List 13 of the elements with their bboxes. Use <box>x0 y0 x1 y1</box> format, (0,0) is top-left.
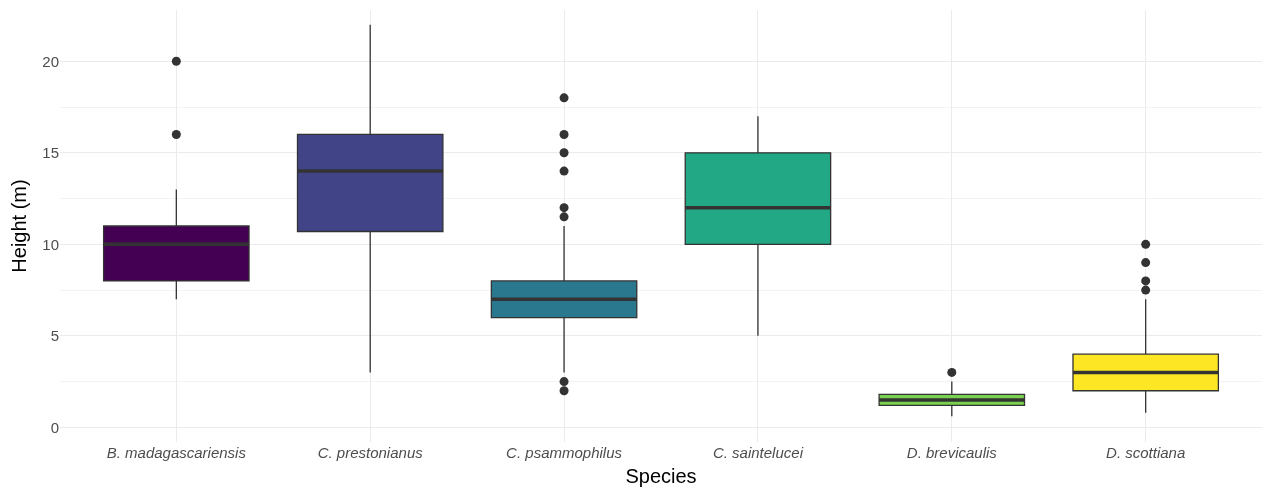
y-tick-label: 10 <box>42 235 59 253</box>
y-tick-label: 15 <box>42 144 59 162</box>
x-tick-label: C. psammophilus <box>506 444 623 461</box>
x-tick-label: C. prestonianus <box>317 444 424 461</box>
x-tick-label: C. saintelucei <box>712 444 804 461</box>
x-tick-label: D. brevicaulis <box>906 444 998 461</box>
x-tick-label: D. scottiana <box>1106 444 1186 461</box>
y-tick-label: 0 <box>50 418 59 436</box>
y-axis-title: Height (m) <box>7 179 30 273</box>
y-tick-label: 5 <box>50 327 59 345</box>
x-tick-label: B. madagascariensis <box>106 444 247 461</box>
x-axis-title: Species <box>625 464 697 487</box>
y-tick-label: 20 <box>42 52 59 70</box>
